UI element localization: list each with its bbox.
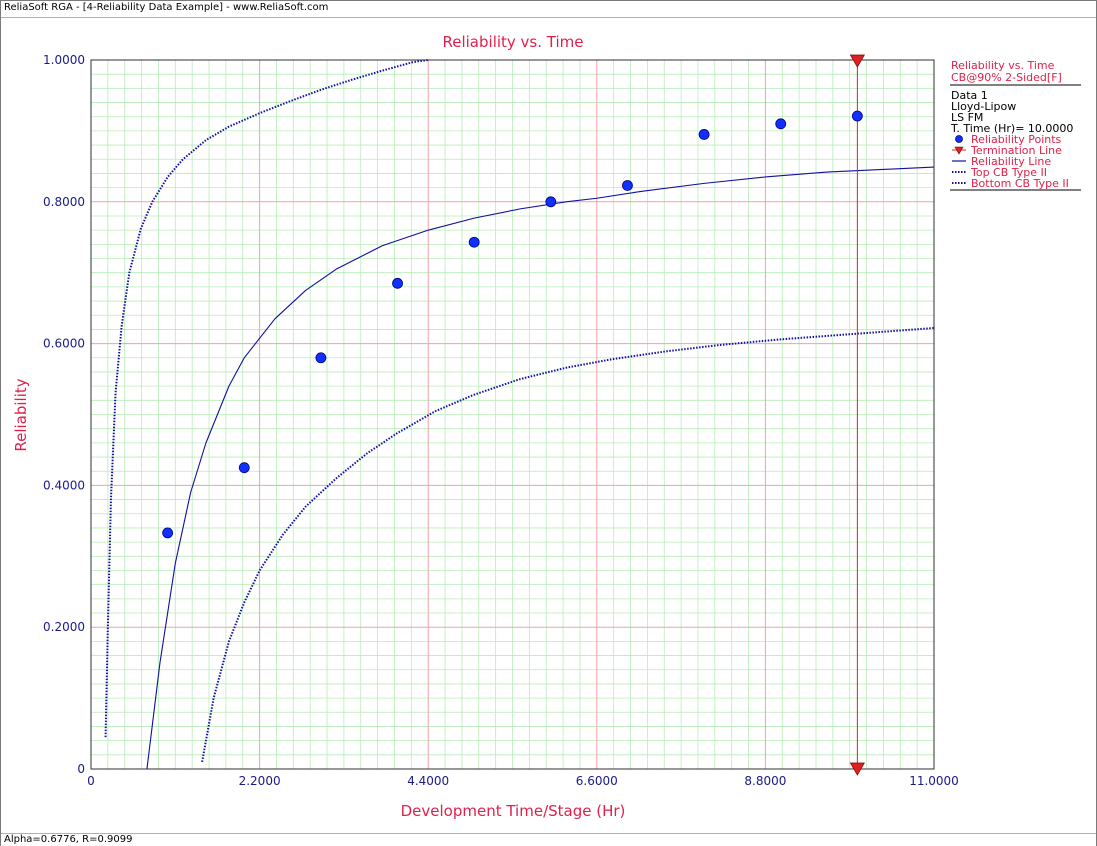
y-axis-label: Reliability — [12, 378, 30, 451]
legend-item-top-cb: Top CB Type II — [970, 166, 1047, 179]
y-tick-label: 0.4000 — [43, 478, 85, 492]
x-tick-label: 0 — [87, 774, 95, 788]
termination-marker-top — [849, 54, 865, 68]
series-bottom-cb-type-ii — [201, 327, 935, 763]
reliability-point — [775, 118, 787, 130]
legend-points-icon — [955, 135, 963, 143]
status-bar: Alpha=0.6776, R=0.9099 — [1, 833, 1096, 846]
legend-item-bottom-cb: Bottom CB Type II — [971, 177, 1069, 190]
curves-layer — [104, 59, 935, 770]
legend-info-model: Lloyd-Lipow — [951, 100, 1016, 113]
legend-info-method: LS FM — [951, 111, 983, 124]
reliability-point — [162, 527, 174, 539]
y-tick-label: 0.2000 — [43, 620, 85, 634]
status-text: Alpha=0.6776, R=0.9099 — [4, 834, 133, 845]
plot-area — [90, 59, 935, 770]
reliability-point — [698, 129, 710, 140]
reliability-point — [468, 236, 480, 248]
x-axis-label: Development Time/Stage (Hr) — [401, 802, 626, 820]
x-tick-label: 6.6000 — [576, 774, 618, 788]
legend-info-time: T. Time (Hr)= 10.0000 — [950, 122, 1073, 135]
x-tick-label: 11.0000 — [909, 774, 959, 788]
chart-title: Reliability vs. Time — [443, 33, 584, 51]
legend-termination-marker-icon — [954, 146, 964, 155]
y-tick-label: 0 — [77, 762, 85, 776]
reliability-point — [238, 462, 250, 474]
legend-item-points: Reliability Points — [971, 133, 1062, 146]
reliability-point — [622, 180, 633, 191]
legend-header-title: Reliability vs. Time — [951, 59, 1055, 72]
title-bar: ReliaSoft RGA - [4-Reliability Data Exam… — [1, 1, 1096, 18]
reliability-point — [315, 352, 327, 364]
x-tick-label: 8.8000 — [744, 774, 786, 788]
x-tick-label: 4.4000 — [407, 774, 449, 788]
y-tick-label: 0.6000 — [43, 337, 85, 351]
legend-info-data: Data 1 — [951, 89, 988, 102]
y-tick-label: 0.8000 — [43, 195, 85, 209]
x-tick-labels: 0 2.2000 4.4000 6.6000 8.8000 11.0000 — [87, 774, 959, 788]
x-tick-label: 2.2000 — [239, 774, 281, 788]
series-top-cb-type-ii — [104, 59, 429, 738]
reliability-point — [392, 277, 403, 289]
legend-item-reliability-line: Reliability Line — [971, 155, 1051, 168]
y-tick-label: 1.0000 — [43, 53, 85, 67]
y-tick-labels: 0 0.2000 0.4000 0.6000 0.8000 1.0000 — [43, 53, 85, 776]
reliability-point — [545, 196, 557, 208]
minor-grid — [91, 60, 934, 769]
window-title: ReliaSoft RGA - [4-Reliability Data Exam… — [4, 2, 329, 13]
points-layer — [162, 110, 863, 539]
termination-marker-bottom — [849, 762, 865, 776]
series-reliability-line — [146, 166, 935, 770]
legend: Reliability vs. Time CB@90% 2-Sided[F] D… — [950, 59, 1081, 191]
legend-header-cb: CB@90% 2-Sided[F] — [951, 71, 1062, 84]
reliability-point — [851, 110, 863, 122]
termination-layer — [849, 54, 865, 776]
legend-item-termination: Termination Line — [970, 144, 1062, 157]
